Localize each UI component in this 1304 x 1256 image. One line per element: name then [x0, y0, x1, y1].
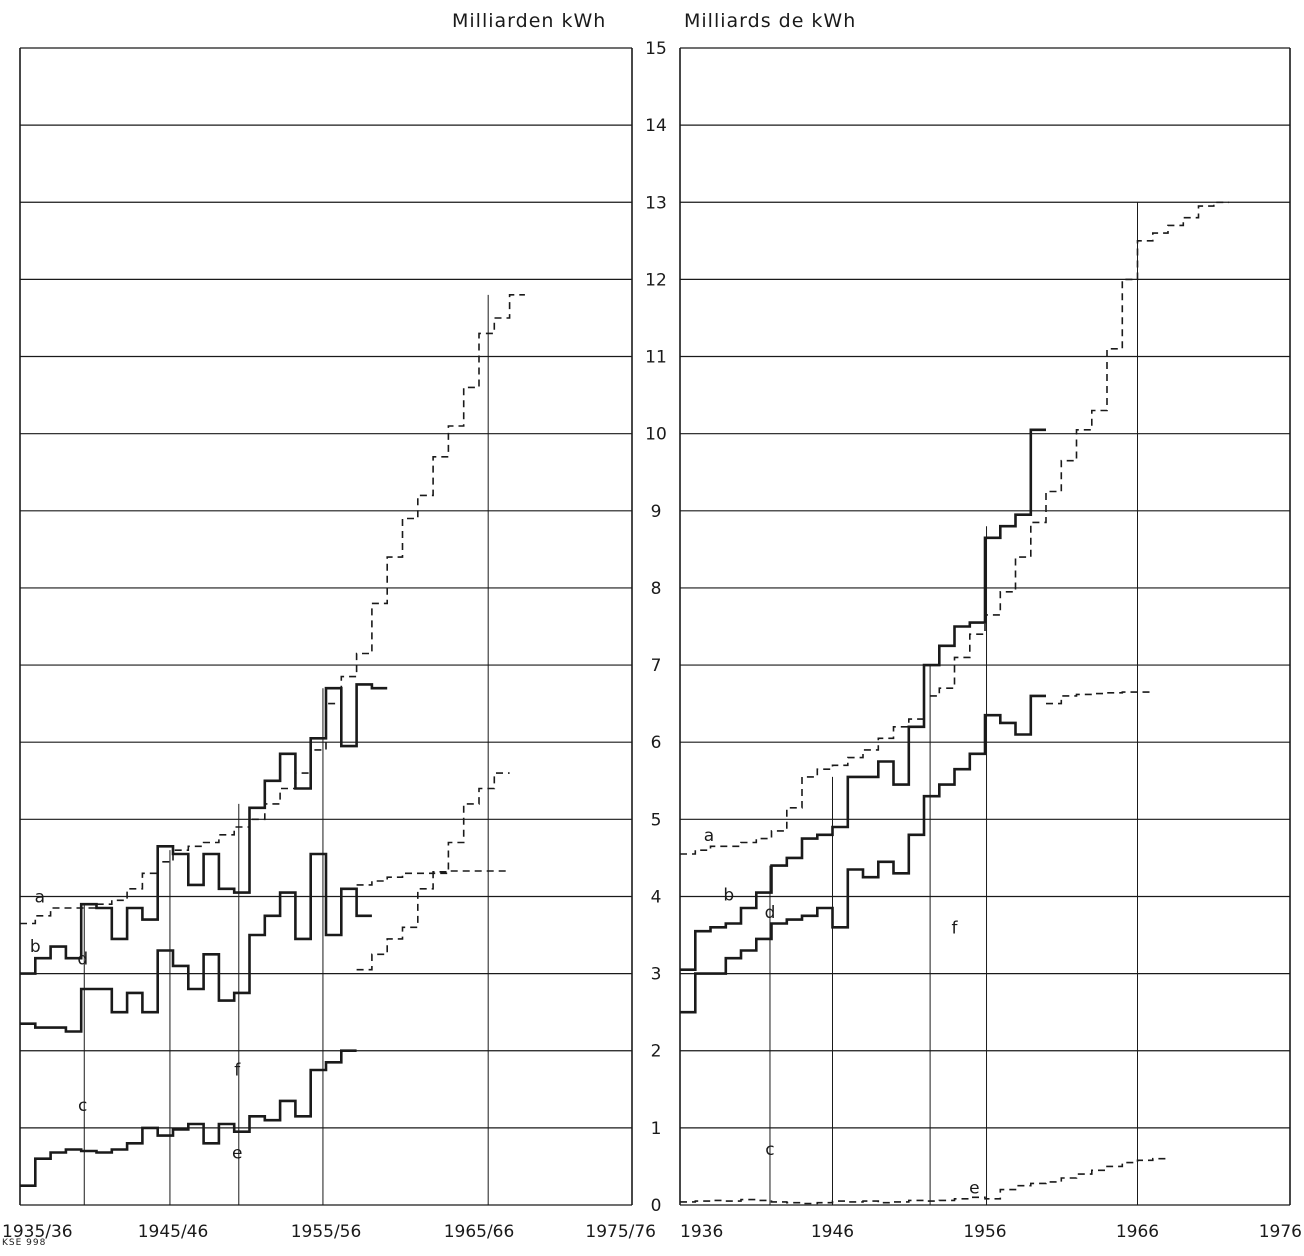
series-b	[680, 428, 1046, 971]
series-a	[680, 201, 1229, 855]
annotation-c: c	[765, 1140, 774, 1160]
annotation-e: e	[969, 1178, 979, 1198]
annotation-d: d	[77, 949, 88, 969]
x-tick-label-0: 1935/36	[2, 1222, 73, 1242]
y-tick-label-11: 11	[645, 348, 667, 368]
x-tick-label-1: 1945/46	[138, 1222, 209, 1242]
series-d	[680, 694, 1046, 1014]
annotation-f: f	[234, 1060, 241, 1080]
chart-panel-right: 1936 1946 1956 1966 1976 a b d c f e	[679, 47, 1302, 1242]
y-tick-label-7: 7	[651, 656, 662, 676]
annotation-e: e	[232, 1144, 242, 1164]
annotation-b: b	[723, 885, 734, 905]
x-tick-label-4: 1976	[1259, 1222, 1302, 1242]
y-tick-label-8: 8	[651, 579, 662, 599]
x-tick-label-2: 1956	[963, 1222, 1006, 1242]
annotation-d: d	[765, 903, 776, 923]
y-tick-label-6: 6	[651, 733, 662, 753]
series-d	[20, 852, 372, 1033]
series-b	[20, 683, 388, 975]
y-tick-label-2: 2	[651, 1042, 662, 1062]
y-tick-label-9: 9	[651, 502, 662, 522]
y-tick-label-5: 5	[651, 810, 662, 830]
chart-panel-left: 1935/36 1945/46 1955/56 1965/66 1975/76 a b d c f…	[2, 47, 656, 1242]
series-d-projection	[356, 870, 510, 886]
series-e-projection	[356, 772, 510, 971]
y-tick-label-3: 3	[651, 965, 662, 985]
series-d-projection	[1046, 691, 1153, 705]
annotation-f: f	[952, 918, 959, 938]
x-tick-label-4: 1975/76	[585, 1222, 656, 1242]
annotation-c: c	[78, 1096, 87, 1116]
series-e	[20, 1049, 357, 1187]
y-tick-label-4: 4	[651, 887, 662, 907]
y-tick-label-1: 1	[651, 1119, 662, 1139]
y-tick-label-14: 14	[645, 116, 667, 136]
plate-reference: KSE 998	[2, 1238, 47, 1248]
x-tick-label-1: 1946	[811, 1222, 854, 1242]
annotation-b: b	[30, 937, 41, 957]
y-axis-unit-right: Milliards de kWh	[684, 10, 857, 32]
y-tick-label-12: 12	[645, 270, 667, 290]
y-tick-label-0: 0	[651, 1196, 662, 1216]
x-tick-label-0: 1936	[680, 1222, 723, 1242]
y-tick-label-13: 13	[645, 193, 667, 213]
y-axis-unit-left: Milliarden kWh	[452, 10, 607, 32]
series-a	[20, 294, 525, 925]
annotation-a: a	[704, 826, 714, 846]
series-e	[680, 1157, 1168, 1205]
x-tick-label-3: 1965/66	[444, 1222, 515, 1242]
y-tick-label-10: 10	[645, 425, 667, 445]
x-tick-label-3: 1966	[1116, 1222, 1159, 1242]
annotation-a: a	[35, 888, 45, 908]
y-tick-label-15: 15	[645, 39, 667, 59]
x-tick-label-2: 1955/56	[291, 1222, 362, 1242]
